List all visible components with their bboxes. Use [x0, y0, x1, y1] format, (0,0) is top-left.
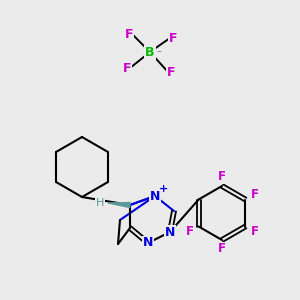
Text: F: F — [169, 32, 177, 44]
Text: F: F — [186, 225, 194, 238]
Text: F: F — [218, 242, 226, 256]
Text: N: N — [143, 236, 153, 250]
Text: N: N — [150, 190, 160, 202]
Text: N: N — [165, 226, 175, 238]
Text: F: F — [123, 61, 131, 74]
Text: F: F — [218, 170, 226, 184]
Text: +: + — [158, 184, 168, 194]
Polygon shape — [108, 202, 130, 208]
Text: F: F — [250, 225, 258, 238]
Text: ⁻: ⁻ — [156, 49, 161, 59]
Text: F: F — [125, 28, 133, 40]
Text: B: B — [145, 46, 155, 59]
Text: F: F — [250, 188, 258, 201]
Text: F: F — [167, 65, 175, 79]
Text: H: H — [96, 198, 104, 208]
